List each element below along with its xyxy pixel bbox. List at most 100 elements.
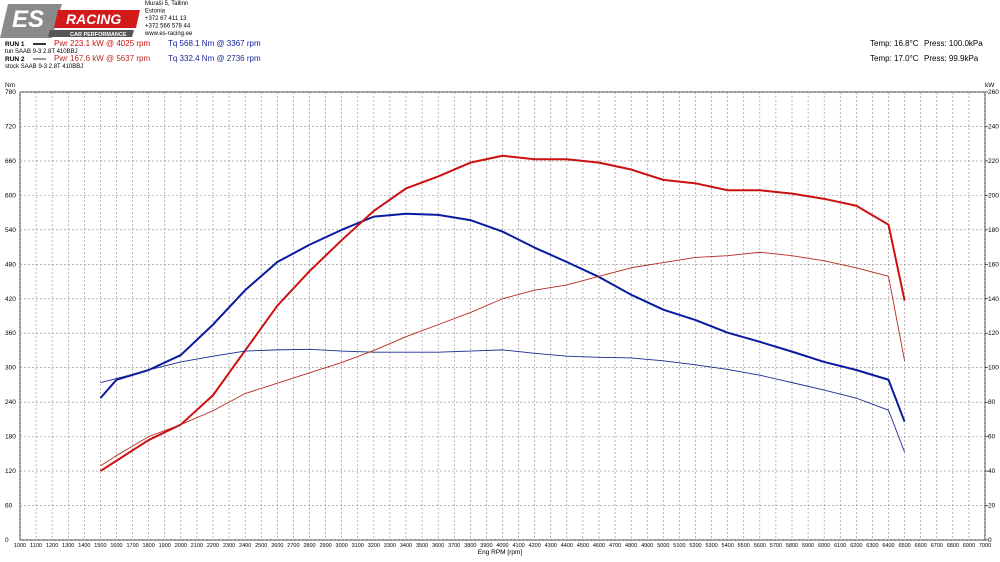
address: Muraši 5, Tallinn Estonia+372 67 411 13 +3… — [144, 1, 193, 37]
x-tick-label: 5900 — [802, 543, 814, 549]
x-tick-label: 3000 — [336, 543, 348, 549]
y2-axis-label: kW — [985, 82, 995, 89]
x-tick-label: 5100 — [673, 543, 685, 549]
x-tick-label: 4700 — [609, 543, 621, 549]
x-tick-label: 3600 — [432, 543, 444, 549]
run-press: Press: 99.9kPa — [924, 54, 979, 63]
logo-brand: ES — [12, 6, 44, 33]
x-tick-label: 3500 — [416, 543, 428, 549]
x-tick-label: 6300 — [866, 543, 878, 549]
y2-tick-label: 260 — [988, 89, 999, 96]
x-tick-label: 4800 — [625, 543, 637, 549]
y-tick-label: 540 — [5, 227, 16, 234]
x-tick-label: 5400 — [722, 543, 734, 549]
address-line: Estonia — [145, 9, 166, 15]
x-tick-label: 6800 — [947, 543, 959, 549]
x-tick-label: 4500 — [577, 543, 589, 549]
logo-tagline: CAR PERFORMANCE — [70, 32, 127, 38]
x-tick-label: 5600 — [754, 543, 766, 549]
data-line — [99, 212, 906, 423]
x-tick-label: 1300 — [62, 543, 74, 549]
y2-tick-label: 40 — [988, 468, 996, 475]
logo: ES RACING CAR PERFORMANCE — [0, 4, 140, 38]
y2-tick-label: 100 — [988, 365, 999, 372]
x-tick-label: 2000 — [175, 543, 187, 549]
x-tick-label: 3700 — [448, 543, 460, 549]
y-tick-label: 660 — [5, 158, 16, 165]
run-press: Press: 100.0kPa — [924, 39, 983, 48]
x-tick-label: 5200 — [689, 543, 701, 549]
x-tick-label: 4900 — [641, 543, 653, 549]
x-tick-label: 2100 — [191, 543, 203, 549]
y-tick-label: 360 — [5, 330, 16, 337]
address-line: Muraši 5, Tallinn — [145, 1, 188, 7]
x-tick-label: 4100 — [512, 543, 524, 549]
x-tick-label: 1000 — [14, 543, 26, 549]
x-tick-label: 1600 — [110, 543, 122, 549]
y2-tick-label: 20 — [988, 503, 996, 510]
run-car: stock SAAB 9-3 2.8T 410BBJ — [5, 64, 83, 70]
run-power: Pwr 223.1 kW @ 4025 rpm — [54, 39, 150, 48]
run-torque: Tq 332.4 Nm @ 2736 rpm — [168, 54, 261, 63]
data-line — [100, 348, 906, 453]
x-tick-label: 6100 — [834, 543, 846, 549]
x-tick-label: 2600 — [271, 543, 283, 549]
logo-shape — [54, 10, 140, 28]
x-tick-label: 3300 — [384, 543, 396, 549]
x-tick-label: 4300 — [545, 543, 557, 549]
y2-tick-label: 0 — [988, 537, 992, 544]
address-line: +372 566 578 44 — [145, 24, 191, 30]
x-tick-label: 2900 — [319, 543, 331, 549]
y2-tick-label: 200 — [988, 192, 999, 199]
x-tick-label: 2800 — [303, 543, 315, 549]
y-axis-label: Nm — [5, 82, 15, 89]
y2-tick-label: 180 — [988, 227, 999, 234]
x-tick-label: 4200 — [529, 543, 541, 549]
y2-tick-label: 160 — [988, 261, 999, 268]
address-line: +372 67 411 13 — [145, 16, 187, 22]
x-tick-label: 2200 — [207, 543, 219, 549]
y-tick-label: 60 — [5, 503, 13, 510]
y2-tick-label: 60 — [988, 434, 996, 441]
x-tick-label: 6700 — [931, 543, 943, 549]
x-tick-label: 5700 — [770, 543, 782, 549]
x-tick-label: 4600 — [593, 543, 605, 549]
logo-racing: RACING — [66, 11, 121, 27]
y-tick-label: 780 — [5, 89, 16, 96]
x-tick-label: 4000 — [496, 543, 508, 549]
x-tick-label: 1700 — [126, 543, 138, 549]
x-tick-label: 5500 — [738, 543, 750, 549]
y-tick-label: 420 — [5, 296, 16, 303]
y-tick-label: 0 — [5, 537, 9, 544]
run-label: RUN 2 — [5, 56, 25, 63]
x-tick-label: 3100 — [352, 543, 364, 549]
x-tick-label: 3900 — [480, 543, 492, 549]
y-tick-label: 600 — [5, 192, 16, 199]
logo-shape — [0, 4, 62, 38]
x-tick-label: 1900 — [159, 543, 171, 549]
address-line: www.es-racing.ee — [144, 31, 193, 37]
run-torque: Tq 568.1 Nm @ 3367 rpm — [168, 39, 261, 48]
x-tick-label: 6600 — [915, 543, 927, 549]
x-tick-label: 2700 — [287, 543, 299, 549]
run-label: RUN 1 — [5, 41, 25, 48]
x-tick-label: 1200 — [46, 543, 58, 549]
x-tick-label: 6000 — [818, 543, 830, 549]
x-tick-label: 6400 — [882, 543, 894, 549]
y2-tick-label: 220 — [988, 158, 999, 165]
x-tick-label: 5300 — [705, 543, 717, 549]
run-temp: Temp: 17.0°C — [870, 54, 919, 63]
y2-tick-label: 240 — [988, 123, 999, 130]
y-tick-label: 240 — [5, 399, 16, 406]
y-tick-label: 180 — [5, 434, 16, 441]
data-line — [100, 251, 906, 467]
run-temp: Temp: 16.8°C — [870, 39, 919, 48]
y-tick-label: 120 — [5, 468, 16, 475]
y2-tick-label: 80 — [988, 399, 996, 406]
x-tick-label: 2500 — [255, 543, 267, 549]
x-axis-label: Eng RPM [rpm] — [478, 549, 523, 556]
x-tick-label: 2300 — [223, 543, 235, 549]
x-tick-label: 1400 — [78, 543, 90, 549]
x-tick-label: 3200 — [368, 543, 380, 549]
